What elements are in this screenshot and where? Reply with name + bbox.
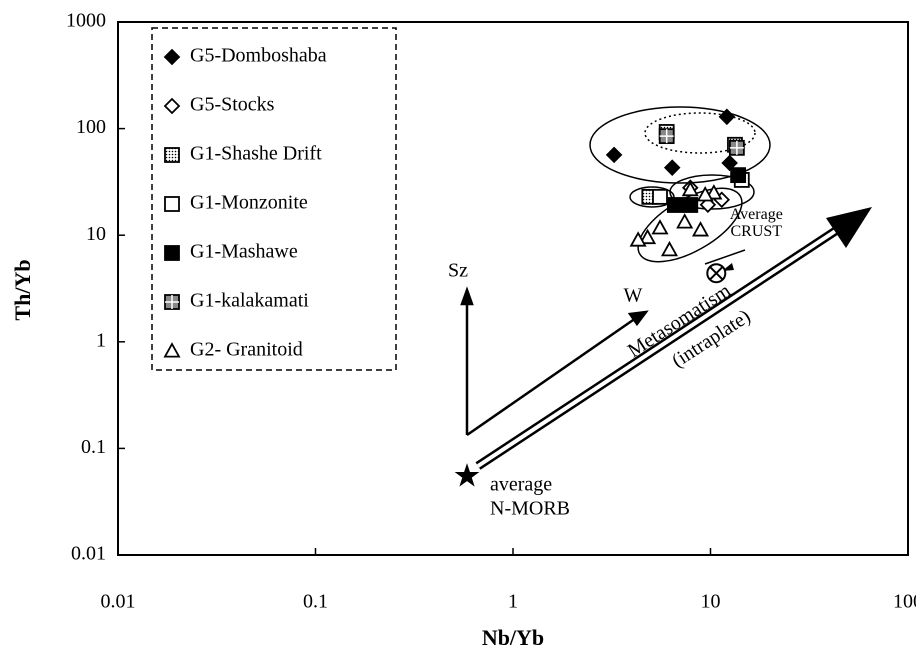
marker-body: [652, 188, 668, 205]
x-tick-label: 0.1: [303, 591, 328, 613]
marker-cross: [709, 266, 724, 280]
y-tick-label: 0.01: [71, 543, 106, 565]
y-tick-label: 0.1: [81, 436, 106, 458]
marker: [639, 228, 657, 245]
marker: [164, 294, 180, 310]
marker: [652, 188, 668, 205]
legend-label: G1-Shashe Drift: [190, 143, 322, 165]
marker: [721, 154, 738, 172]
group-ellipse: [589, 106, 771, 184]
arrow-head: [826, 207, 872, 248]
marker-body: [164, 196, 180, 212]
arrow-head: [627, 310, 649, 327]
x-tick-label: 0.01: [101, 591, 136, 613]
y-tick-label: 100: [76, 116, 106, 138]
y-axis-title: Th/Yb: [10, 259, 35, 320]
point-label: CRUST: [731, 223, 783, 240]
marker: [164, 245, 180, 261]
marker: [658, 128, 675, 145]
crust-pointer: [704, 249, 746, 265]
marker: [728, 139, 745, 156]
marker: [660, 240, 679, 257]
vectors: [460, 286, 649, 437]
marker-body: [164, 245, 180, 261]
marker: [164, 196, 180, 212]
marker-body: [682, 197, 699, 213]
group-ellipse: [644, 112, 756, 154]
marker: [605, 146, 623, 164]
marker: [163, 97, 181, 115]
marker: [164, 147, 180, 163]
marker: [730, 167, 747, 184]
point-label: Average: [730, 206, 783, 223]
y-tick-label: 1000: [66, 10, 106, 32]
marker: [629, 231, 647, 247]
legend-label: G1-Mashawe: [190, 241, 298, 263]
marker: [682, 197, 699, 213]
point-label: N-MORB: [490, 498, 570, 520]
group-ellipse: [629, 186, 675, 208]
marker-body: [730, 167, 747, 184]
marker: [666, 197, 683, 213]
marker: [163, 342, 181, 358]
marker: [663, 159, 681, 176]
marker: [651, 219, 669, 235]
x-tick-label: 100: [893, 591, 916, 613]
legend-label: G1-Monzonite: [190, 192, 308, 214]
marker: [163, 48, 181, 66]
x-tick-label: 1: [508, 591, 518, 613]
marker: [676, 213, 694, 229]
y-tick-label: 1: [96, 329, 106, 351]
marker: [706, 263, 727, 284]
marker: [681, 180, 699, 197]
group-ellipse: [669, 174, 755, 210]
legend-label: G5-Domboshaba: [190, 45, 327, 67]
legend-label: G5-Stocks: [190, 94, 275, 116]
annotation: Sz: [448, 260, 468, 282]
y-tick-label: 10: [86, 223, 106, 245]
marker: [718, 108, 736, 126]
x-tick-label: 10: [701, 591, 721, 613]
legend-label: G2- Granitoid: [190, 339, 303, 361]
marker: [696, 186, 714, 202]
point-label: average: [490, 474, 552, 496]
marker: [454, 463, 480, 487]
metasomatism-arrow: [475, 207, 872, 470]
arrow-shaft: [476, 224, 845, 468]
x-axis-title: Nb/Yb: [482, 625, 544, 650]
marker: [691, 221, 710, 237]
annotation: W: [624, 285, 643, 307]
arrow-head: [460, 286, 474, 306]
legend-label: G1-kalakamati: [190, 290, 309, 312]
w-arrow: [466, 316, 637, 437]
legend-box: [151, 27, 397, 371]
marker-body: [666, 197, 683, 213]
marker-body: [164, 147, 180, 163]
